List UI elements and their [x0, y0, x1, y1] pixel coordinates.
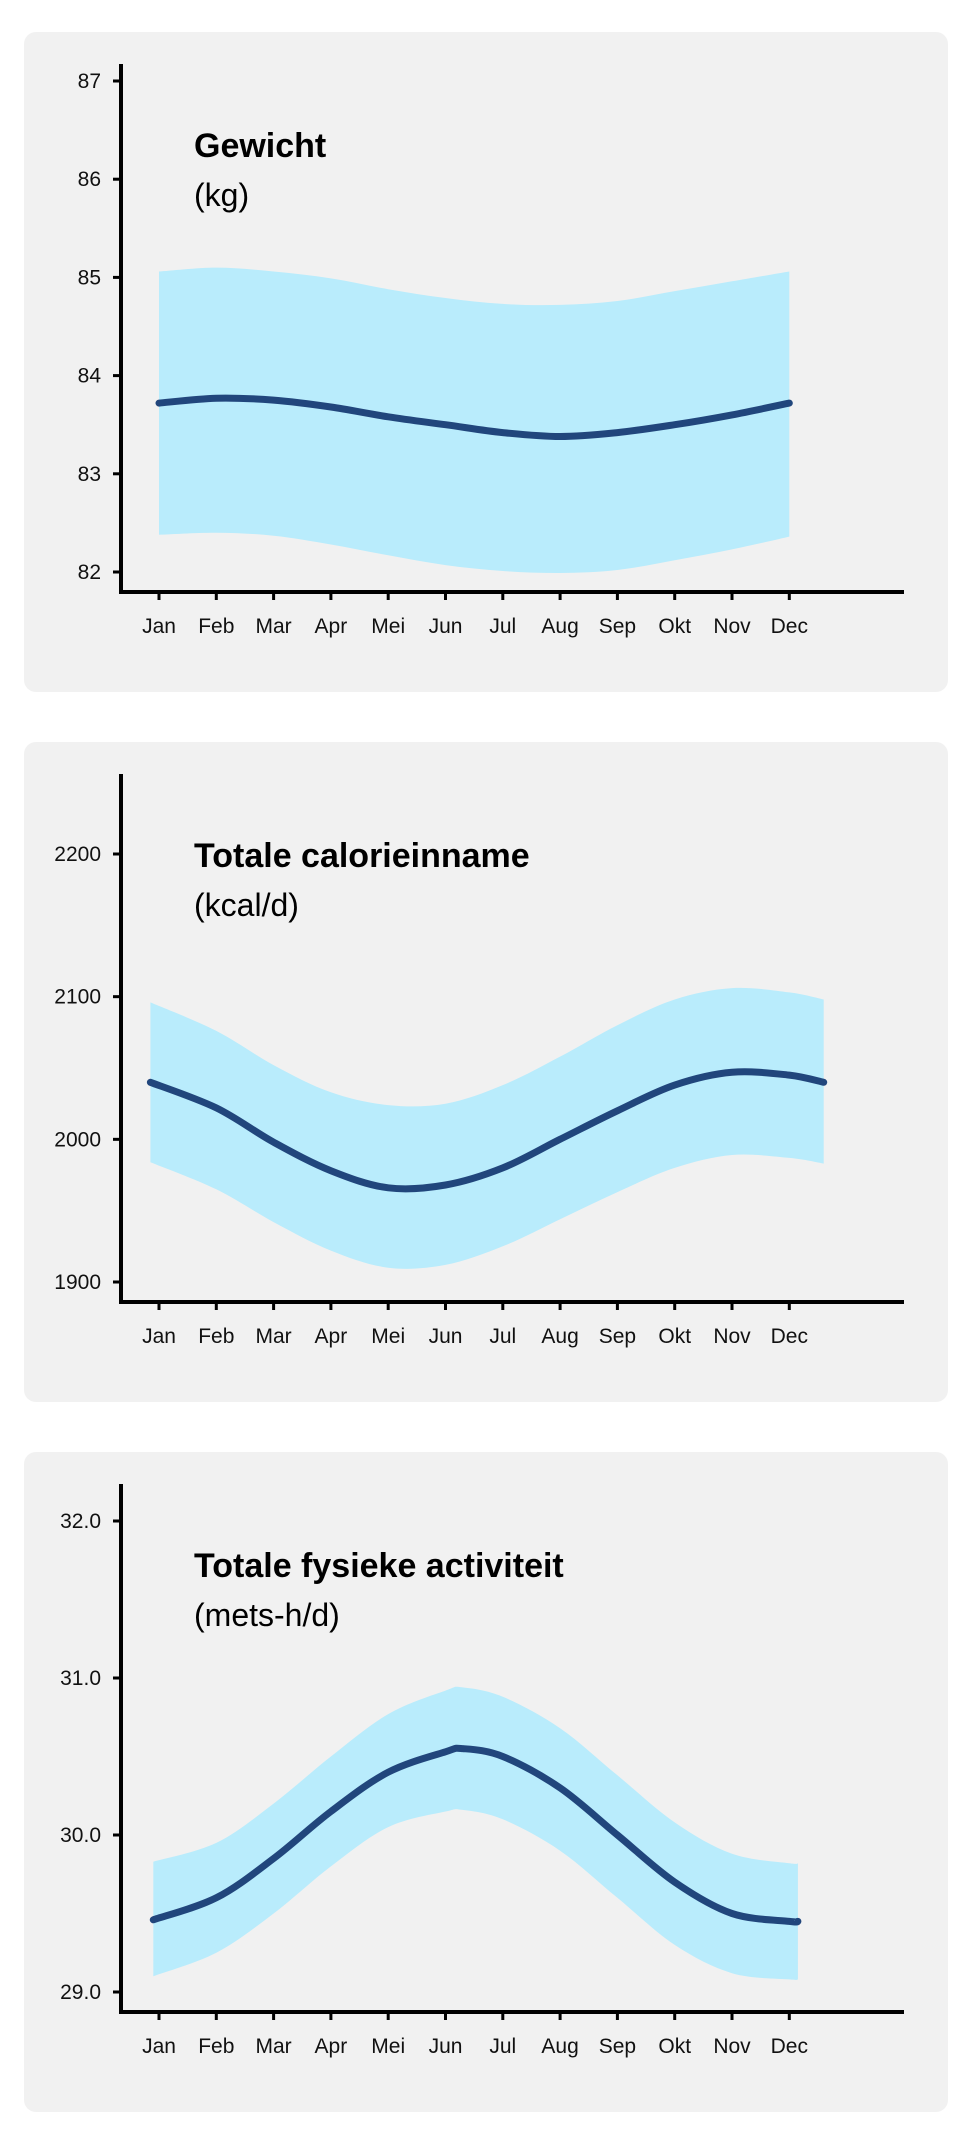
- mean-line: [155, 394, 793, 440]
- x-tick-label: Mei: [371, 615, 405, 638]
- x-tick-label: Mar: [256, 2035, 292, 2058]
- x-tick-label: Aug: [541, 615, 578, 638]
- confidence-band: [150, 987, 824, 1269]
- chart-title: Totale fysieke activiteit: [194, 1547, 564, 1585]
- mean-line: [146, 1068, 828, 1193]
- chart-calories: 1900 2000 2100 2200 Jan Feb Mar Apr Mei Jun Jul Aug…: [54, 774, 904, 1348]
- x-tick-label: Jul: [489, 1325, 516, 1348]
- chart-unit: (mets-h/d): [194, 1597, 340, 1633]
- x-tick-label: Jun: [429, 615, 463, 638]
- y-tick-label: 82: [78, 561, 101, 584]
- y-tick-label: 31.0: [60, 1667, 101, 1690]
- y-tick-label: 29.0: [60, 1981, 101, 2004]
- y-tick-label: 86: [78, 168, 101, 191]
- x-tick-label: Jun: [429, 2035, 463, 2058]
- chart-panel-activity: 29.0 30.0 31.0 32.0 Jan Feb Mar Apr Mei Jun Jul Aug…: [24, 1452, 948, 2112]
- y-tick-label: 83: [78, 463, 101, 486]
- x-tick-label: Feb: [198, 2035, 234, 2058]
- mean-line: [149, 1744, 802, 1926]
- y-tick-label: 32.0: [60, 1510, 101, 1533]
- y-tick-label: 2100: [54, 986, 101, 1009]
- x-tick-label: Dec: [771, 615, 808, 638]
- x-tick-label: Jan: [142, 615, 176, 638]
- x-tick-label: Feb: [198, 1325, 234, 1348]
- x-tick-label: Mei: [371, 2035, 405, 2058]
- x-tick-label: Feb: [198, 615, 234, 638]
- x-tick-label: Jun: [429, 1325, 463, 1348]
- x-tick-label: Mei: [371, 1325, 405, 1348]
- x-tick-label: Aug: [541, 1325, 578, 1348]
- chart-activity: 29.0 30.0 31.0 32.0 Jan Feb Mar Apr Mei Jun Jul Aug…: [60, 1484, 904, 2058]
- x-tick-label: Okt: [658, 615, 691, 638]
- chart-unit: (kg): [194, 177, 249, 213]
- x-tick-label: Jul: [489, 2035, 516, 2058]
- x-tick-label: Jan: [142, 2035, 176, 2058]
- x-tick-label: Sep: [599, 1325, 636, 1348]
- x-tick-label: Nov: [713, 1325, 751, 1348]
- x-tick-label: Aug: [541, 2035, 578, 2058]
- y-tick-label: 2200: [54, 843, 101, 866]
- y-tick-label: 87: [78, 70, 101, 93]
- confidence-band: [159, 267, 790, 574]
- x-tick-label: Okt: [658, 2035, 691, 2058]
- x-tick-label: Apr: [315, 615, 348, 638]
- chart-panel-weight: 82 83 84 85 86 87 Jan Feb Mar Apr Mei Jun Jul Aug Sep O…: [24, 32, 948, 692]
- y-tick-label: 84: [78, 365, 102, 388]
- x-tick-label: Apr: [315, 2035, 348, 2058]
- x-tick-label: Nov: [713, 615, 751, 638]
- x-tick-label: Nov: [713, 2035, 751, 2058]
- chart-title: Totale calorieinname: [194, 837, 530, 875]
- y-tick-label: 30.0: [60, 1824, 101, 1847]
- x-tick-label: Mar: [256, 1325, 292, 1348]
- confidence-band: [153, 1686, 798, 1980]
- y-tick-label: 2000: [54, 1128, 101, 1151]
- x-tick-label: Mar: [256, 615, 292, 638]
- y-tick-label: 85: [78, 266, 101, 289]
- y-tick-label: 1900: [54, 1271, 101, 1294]
- x-tick-label: Dec: [771, 2035, 808, 2058]
- x-tick-label: Apr: [315, 1325, 348, 1348]
- chart-panel-calories: 1900 2000 2100 2200 Jan Feb Mar Apr Mei Jun Jul Aug…: [24, 742, 948, 1402]
- chart-unit: (kcal/d): [194, 887, 299, 923]
- x-tick-label: Sep: [599, 615, 636, 638]
- x-tick-label: Sep: [599, 2035, 636, 2058]
- chart-title: Gewicht: [194, 127, 326, 165]
- x-tick-label: Jul: [489, 615, 516, 638]
- x-tick-label: Okt: [658, 1325, 691, 1348]
- x-tick-label: Jan: [142, 1325, 176, 1348]
- x-tick-label: Dec: [771, 1325, 808, 1348]
- chart-weight: 82 83 84 85 86 87 Jan Feb Mar Apr Mei Jun Jul Aug Sep O…: [78, 64, 904, 638]
